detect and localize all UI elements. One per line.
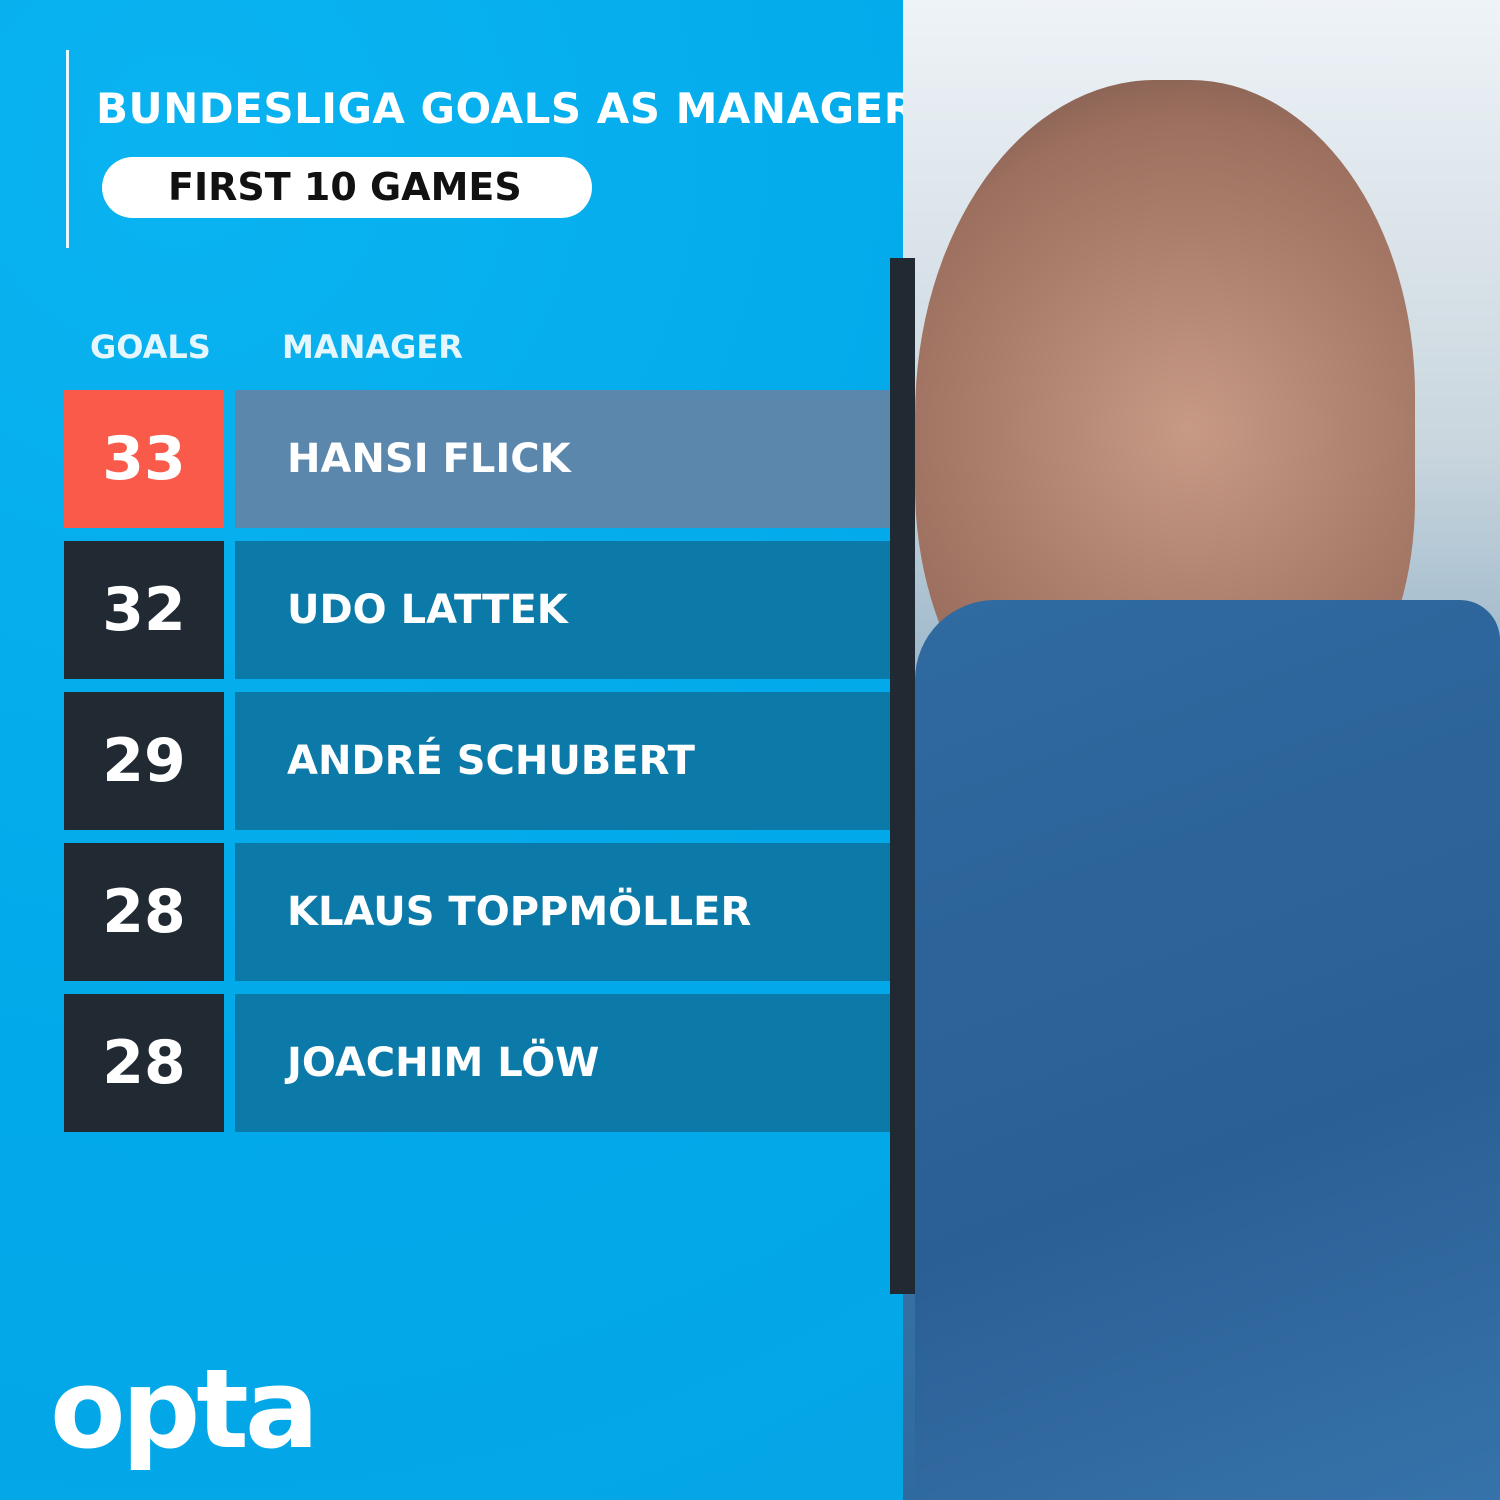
- table-row: 29 ANDRÉ SCHUBERT: [64, 692, 890, 830]
- chart-title: BUNDESLIGA GOALS AS MANAGER: [96, 84, 917, 133]
- goals-cell: 33: [64, 390, 224, 528]
- manager-cell: JOACHIM LÖW: [235, 994, 890, 1132]
- goals-cell: 28: [64, 843, 224, 981]
- table-row: 28 JOACHIM LÖW: [64, 994, 890, 1132]
- table-row: 32 UDO LATTEK: [64, 541, 890, 679]
- goals-cell: 32: [64, 541, 224, 679]
- manager-photo-jacket: [915, 600, 1500, 1500]
- divider-bar: [890, 258, 915, 1294]
- title-accent-line: [66, 50, 69, 248]
- table-row: 33 HANSI FLICK: [64, 390, 890, 528]
- manager-cell: HANSI FLICK: [235, 390, 890, 528]
- manager-cell: UDO LATTEK: [235, 541, 890, 679]
- manager-cell: ANDRÉ SCHUBERT: [235, 692, 890, 830]
- subtitle-pill: FIRST 10 GAMES: [102, 157, 592, 218]
- goals-cell: 28: [64, 994, 224, 1132]
- column-header-goals: GOALS: [90, 328, 211, 366]
- goals-cell: 29: [64, 692, 224, 830]
- table-row: 28 KLAUS TOPPMÖLLER: [64, 843, 890, 981]
- opta-logo: opta: [50, 1345, 319, 1473]
- column-header-manager: MANAGER: [282, 328, 463, 366]
- manager-cell: KLAUS TOPPMÖLLER: [235, 843, 890, 981]
